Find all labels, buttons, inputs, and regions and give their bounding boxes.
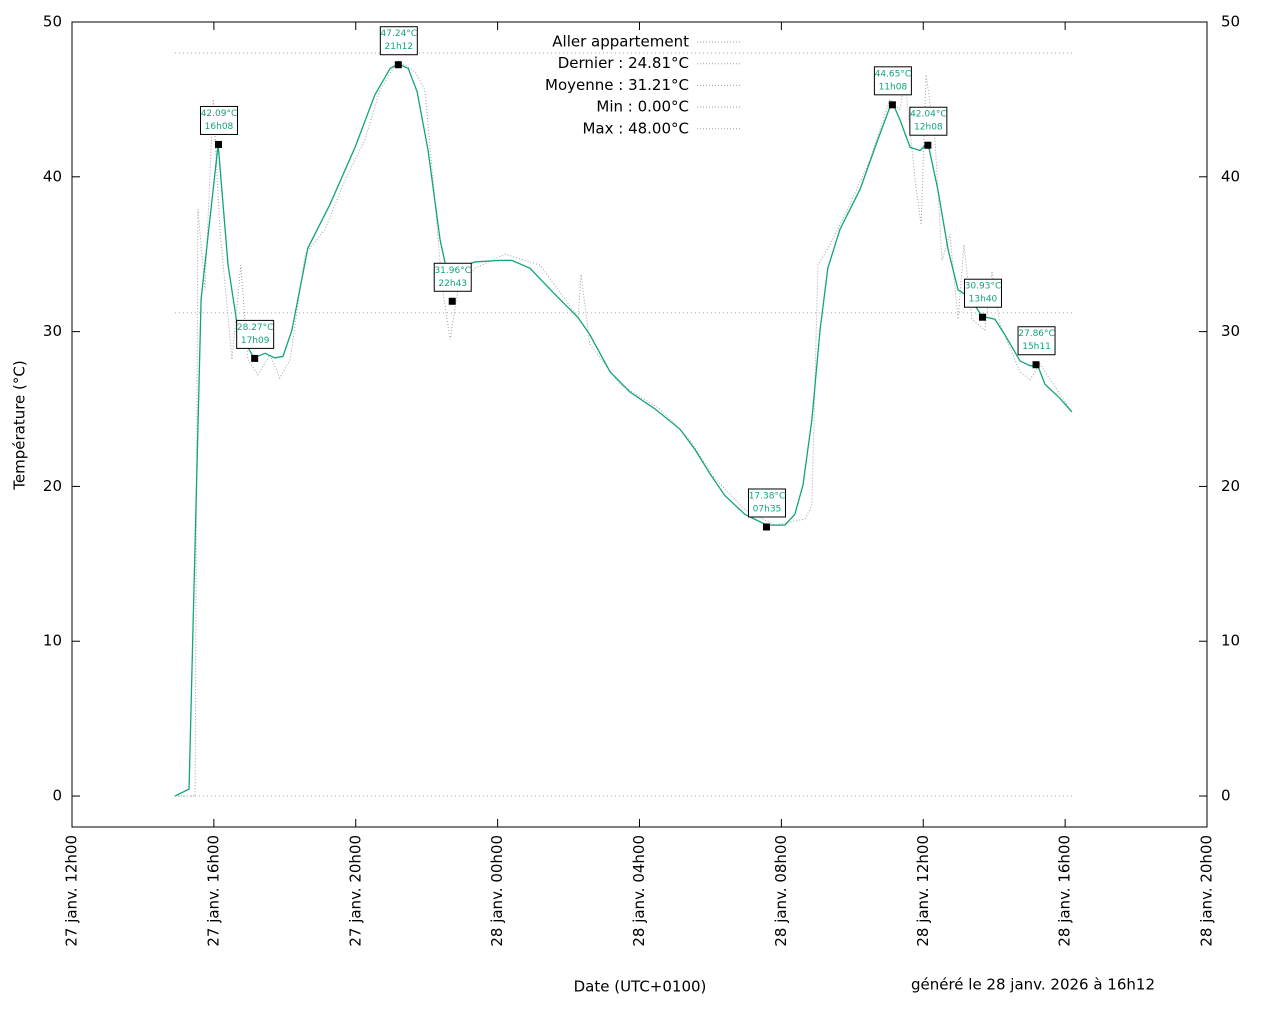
point-time-label: 16h08 bbox=[205, 122, 234, 132]
point-time-label: 11h08 bbox=[879, 82, 908, 92]
point-label-box bbox=[379, 26, 418, 56]
y-tick-label: 30 bbox=[43, 322, 62, 340]
point-label-box bbox=[873, 66, 912, 96]
legend-label: Max : 48.00°C bbox=[582, 119, 689, 137]
legend-label: Dernier : 24.81°C bbox=[558, 54, 689, 72]
point-value-label: 30.93°C bbox=[965, 282, 1002, 292]
point-label-box bbox=[747, 488, 786, 518]
point-time-label: 12h08 bbox=[914, 123, 943, 133]
point-value-label: 42.09°C bbox=[201, 109, 238, 119]
point-marker bbox=[394, 61, 402, 69]
x-axis-title: Date (UTC+0100) bbox=[574, 978, 707, 996]
y2-tick-label: 30 bbox=[1221, 322, 1240, 340]
point-time-label: 13h40 bbox=[969, 295, 998, 305]
point-marker bbox=[978, 313, 986, 321]
point-value-label: 27.86°C bbox=[1018, 329, 1055, 339]
point-value-label: 44.65°C bbox=[875, 69, 912, 79]
point-time-label: 17h09 bbox=[241, 336, 270, 346]
y2-tick-label: 40 bbox=[1221, 167, 1240, 185]
point-marker bbox=[1032, 361, 1040, 369]
y-tick-label: 20 bbox=[43, 477, 62, 495]
point-value-label: 47.24°C bbox=[381, 29, 418, 39]
x-tick-label: 28 janv. 04h00 bbox=[630, 835, 648, 947]
x-tick-label: 28 janv. 00h00 bbox=[488, 835, 506, 947]
x-tick-label: 28 janv. 16h00 bbox=[1056, 835, 1074, 947]
x-tick-label: 28 janv. 12h00 bbox=[914, 835, 932, 947]
x-tick-label: 27 janv. 12h00 bbox=[63, 835, 81, 947]
x-tick-label: 28 janv. 20h00 bbox=[1198, 835, 1216, 947]
point-marker bbox=[251, 354, 259, 362]
point-label-box bbox=[909, 106, 948, 136]
point-marker bbox=[762, 523, 770, 531]
point-label-box bbox=[433, 262, 472, 292]
y2-tick-label: 50 bbox=[1221, 13, 1240, 31]
point-time-label: 21h12 bbox=[385, 42, 414, 52]
point-label-box bbox=[199, 105, 238, 135]
point-marker bbox=[888, 101, 896, 109]
smoothed-line bbox=[174, 63, 1073, 797]
point-marker bbox=[448, 297, 456, 305]
legend-label: Aller appartement bbox=[552, 33, 689, 51]
y-axis-title: Température (°C) bbox=[11, 360, 29, 490]
point-time-label: 22h43 bbox=[438, 279, 467, 289]
x-tick-label: 27 janv. 20h00 bbox=[346, 835, 364, 947]
point-value-label: 42.04°C bbox=[910, 110, 947, 120]
point-value-label: 28.27°C bbox=[237, 323, 274, 333]
point-label-box bbox=[236, 319, 275, 349]
y-tick-label: 40 bbox=[43, 167, 62, 185]
y2-tick-label: 20 bbox=[1221, 477, 1240, 495]
point-value-label: 17.38°C bbox=[749, 491, 786, 501]
point-marker bbox=[924, 141, 932, 149]
point-time-label: 07h35 bbox=[753, 504, 782, 514]
y2-tick-label: 10 bbox=[1221, 632, 1240, 650]
x-tick-label: 27 janv. 16h00 bbox=[204, 835, 222, 947]
y2-tick-label: 0 bbox=[1221, 787, 1231, 805]
point-marker bbox=[214, 140, 222, 148]
y-tick-label: 0 bbox=[52, 787, 62, 805]
footer: généré le 28 janv. 2026 à 16h12 bbox=[911, 976, 1155, 994]
legend-label: Min : 0.00°C bbox=[596, 98, 689, 116]
point-time-label: 15h11 bbox=[1022, 342, 1051, 352]
point-value-label: 31.96°C bbox=[434, 266, 471, 276]
x-tick-label: 28 janv. 08h00 bbox=[772, 835, 790, 947]
point-label-box bbox=[963, 278, 1002, 308]
y-tick-label: 50 bbox=[43, 13, 62, 31]
y-tick-label: 10 bbox=[43, 632, 62, 650]
point-label-box bbox=[1017, 326, 1056, 356]
legend-label: Moyenne : 31.21°C bbox=[545, 76, 689, 94]
